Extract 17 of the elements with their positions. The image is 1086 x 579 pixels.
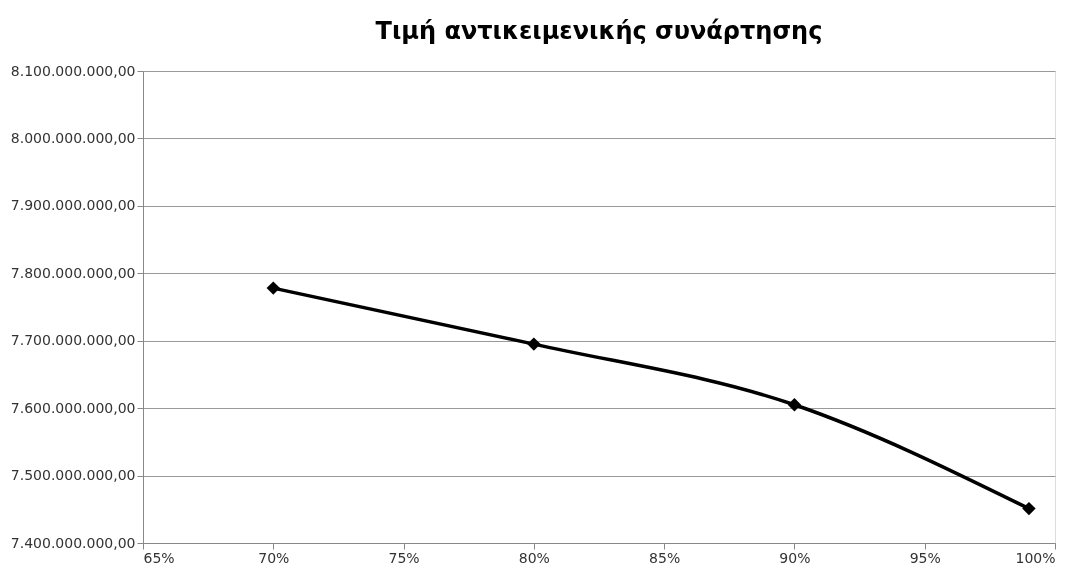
y-tick-label: 7.600.000.000,00	[10, 399, 136, 416]
x-tick-label: 65%	[143, 549, 175, 566]
y-tick-label: 8.100.000.000,00	[10, 62, 136, 79]
x-tick-label: 75%	[388, 549, 420, 566]
y-tick-label: 7.500.000.000,00	[10, 467, 136, 484]
y-tick-label: 7.400.000.000,00	[10, 534, 136, 551]
y-tick-label: 8.000.000.000,00	[10, 129, 136, 146]
y-tick-label: 7.800.000.000,00	[10, 264, 136, 281]
x-tick-label: 80%	[518, 549, 550, 566]
x-tick-label: 90%	[779, 549, 811, 566]
y-tick-label: 7.700.000.000,00	[10, 332, 136, 349]
x-tick-label: 95%	[909, 549, 941, 566]
x-tick-label: 85%	[649, 549, 681, 566]
x-tick-label: 70%	[258, 549, 290, 566]
y-tick-label: 7.900.000.000,00	[10, 197, 136, 214]
chart-title: Τιμή αντικειμενικής συνάρτησης	[375, 17, 823, 45]
x-tick-label: 100%	[1015, 549, 1056, 566]
